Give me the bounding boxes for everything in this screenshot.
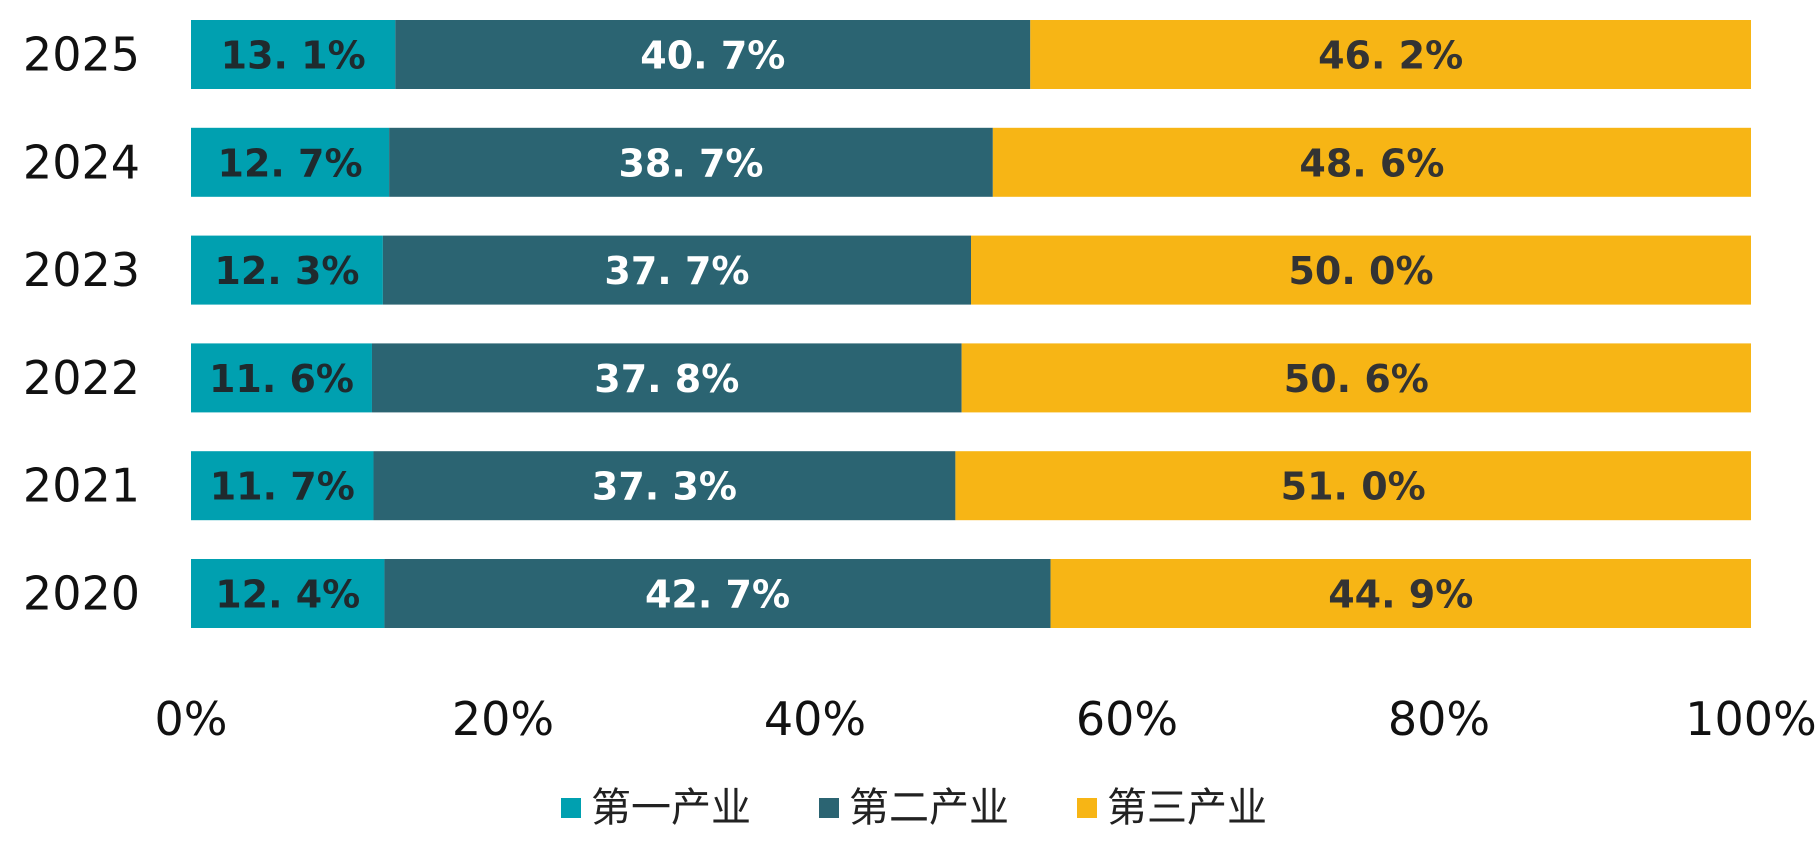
data-label: 51. 0% <box>1281 465 1426 509</box>
data-label: 40. 7% <box>640 34 785 78</box>
bar-segment <box>384 559 1051 628</box>
category-label: 2020 <box>23 567 140 621</box>
legend-swatch <box>819 798 839 818</box>
legend-label: 第二产业 <box>849 785 1009 831</box>
data-labels-layer: 13. 1% 40. 7% 46. 2% 12. 7% 38. 7% 48. 6% 12. … <box>209 34 1473 617</box>
data-label: 11. 7% <box>210 465 355 509</box>
bar-segment <box>961 343 1751 413</box>
x-tick-label: 20% <box>452 692 554 746</box>
data-label: 48. 6% <box>1299 141 1444 185</box>
category-label: 2022 <box>23 351 140 405</box>
bar-segment <box>191 559 385 628</box>
legend-swatch <box>1077 798 1097 818</box>
bar-segment <box>191 451 374 521</box>
bar-segment <box>389 127 993 197</box>
bar-segment <box>373 451 956 521</box>
data-label: 12. 7% <box>218 141 363 185</box>
x-tick-label: 40% <box>764 692 866 746</box>
data-label: 44. 9% <box>1328 573 1473 617</box>
legend-label: 第一产业 <box>591 785 751 831</box>
bars-layer <box>191 20 1751 628</box>
bar-segment <box>955 451 1751 521</box>
data-label: 46. 2% <box>1318 34 1463 78</box>
legend: 第一产业 第二产业 第三产业 <box>561 785 1267 831</box>
bar-segment <box>971 235 1751 305</box>
x-tick-label: 60% <box>1076 692 1178 746</box>
bar-segment <box>395 20 1031 89</box>
bar-segment <box>191 127 390 197</box>
category-label: 2023 <box>23 243 140 297</box>
bar-segment <box>1030 20 1751 89</box>
bar-segment <box>992 127 1751 197</box>
y-axis-category-labels: 2025 2024 2023 2022 2021 2020 <box>23 28 140 621</box>
bar-segment <box>371 343 962 413</box>
data-label: 38. 7% <box>618 141 763 185</box>
x-tick-label: 100% <box>1685 692 1817 746</box>
category-label: 2025 <box>23 28 140 82</box>
data-label: 50. 0% <box>1288 249 1433 293</box>
data-label: 12. 4% <box>215 573 360 617</box>
x-tick-label: 0% <box>155 692 228 746</box>
bar-segment <box>191 235 383 305</box>
data-label: 11. 6% <box>209 357 354 401</box>
bar-segment <box>1050 559 1751 628</box>
data-label: 50. 6% <box>1284 357 1429 401</box>
bar-segment <box>191 343 372 413</box>
x-axis-tick-labels: 0% 20% 40% 60% 80% 100% <box>155 692 1817 746</box>
category-label: 2021 <box>23 459 140 513</box>
bar-segment <box>382 235 971 305</box>
data-label: 12. 3% <box>214 249 359 293</box>
data-label: 42. 7% <box>645 573 790 617</box>
bar-segment <box>191 20 396 89</box>
data-label: 13. 1% <box>221 34 366 78</box>
data-label: 37. 3% <box>592 465 737 509</box>
category-label: 2024 <box>23 135 140 189</box>
data-label: 37. 8% <box>594 357 739 401</box>
x-tick-label: 80% <box>1388 692 1490 746</box>
data-label: 37. 7% <box>604 249 749 293</box>
legend-label: 第三产业 <box>1107 785 1267 831</box>
legend-swatch <box>561 798 581 818</box>
